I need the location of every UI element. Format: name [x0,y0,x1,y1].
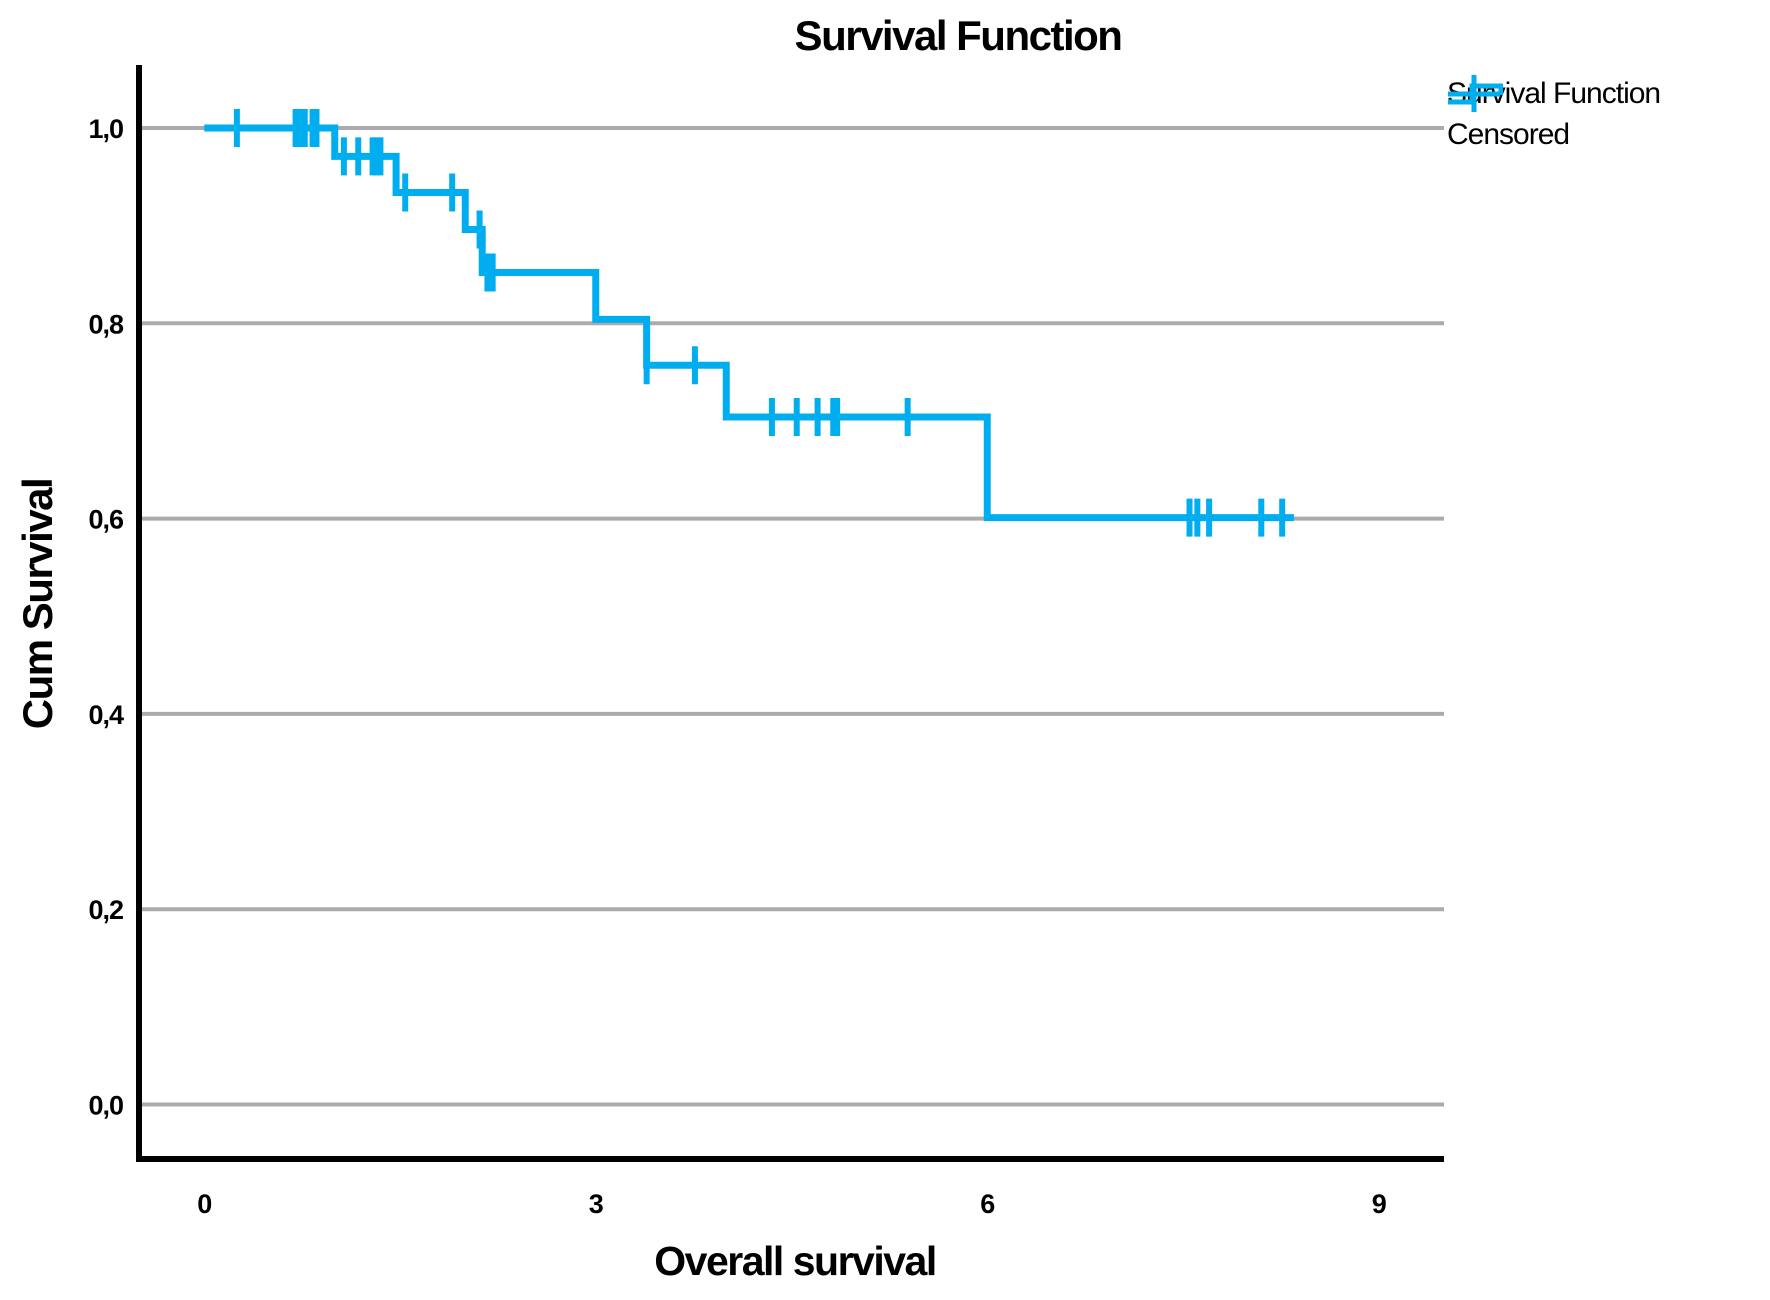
x-tick-label-3: 3 [589,1189,604,1219]
y-tick-label-0,0: 0,0 [88,1091,123,1121]
y-tick-label-0,2: 0,2 [88,895,123,925]
x-tick-label-6: 6 [980,1189,995,1219]
x-axis-title: Overall survival [654,1238,937,1284]
legend-label-censored: Censored [1447,117,1570,151]
y-tick-label-0,6: 0,6 [88,505,124,535]
chart-title: Survival Function [794,12,1123,59]
censored-plus-icon [1448,75,1500,112]
x-tick-label-0: 0 [197,1189,211,1219]
legend: Survival Function Censored [1447,74,1661,154]
legend-item-censored: Censored [1447,75,1660,154]
y-tick-label-0,8: 0,8 [88,309,124,339]
y-axis-title: Cum Survival [14,478,61,730]
y-tick-label-1,0: 1,0 [88,114,123,144]
y-tick-label-0,4: 0,4 [88,700,124,730]
x-tick-label-9: 9 [1372,1189,1387,1219]
